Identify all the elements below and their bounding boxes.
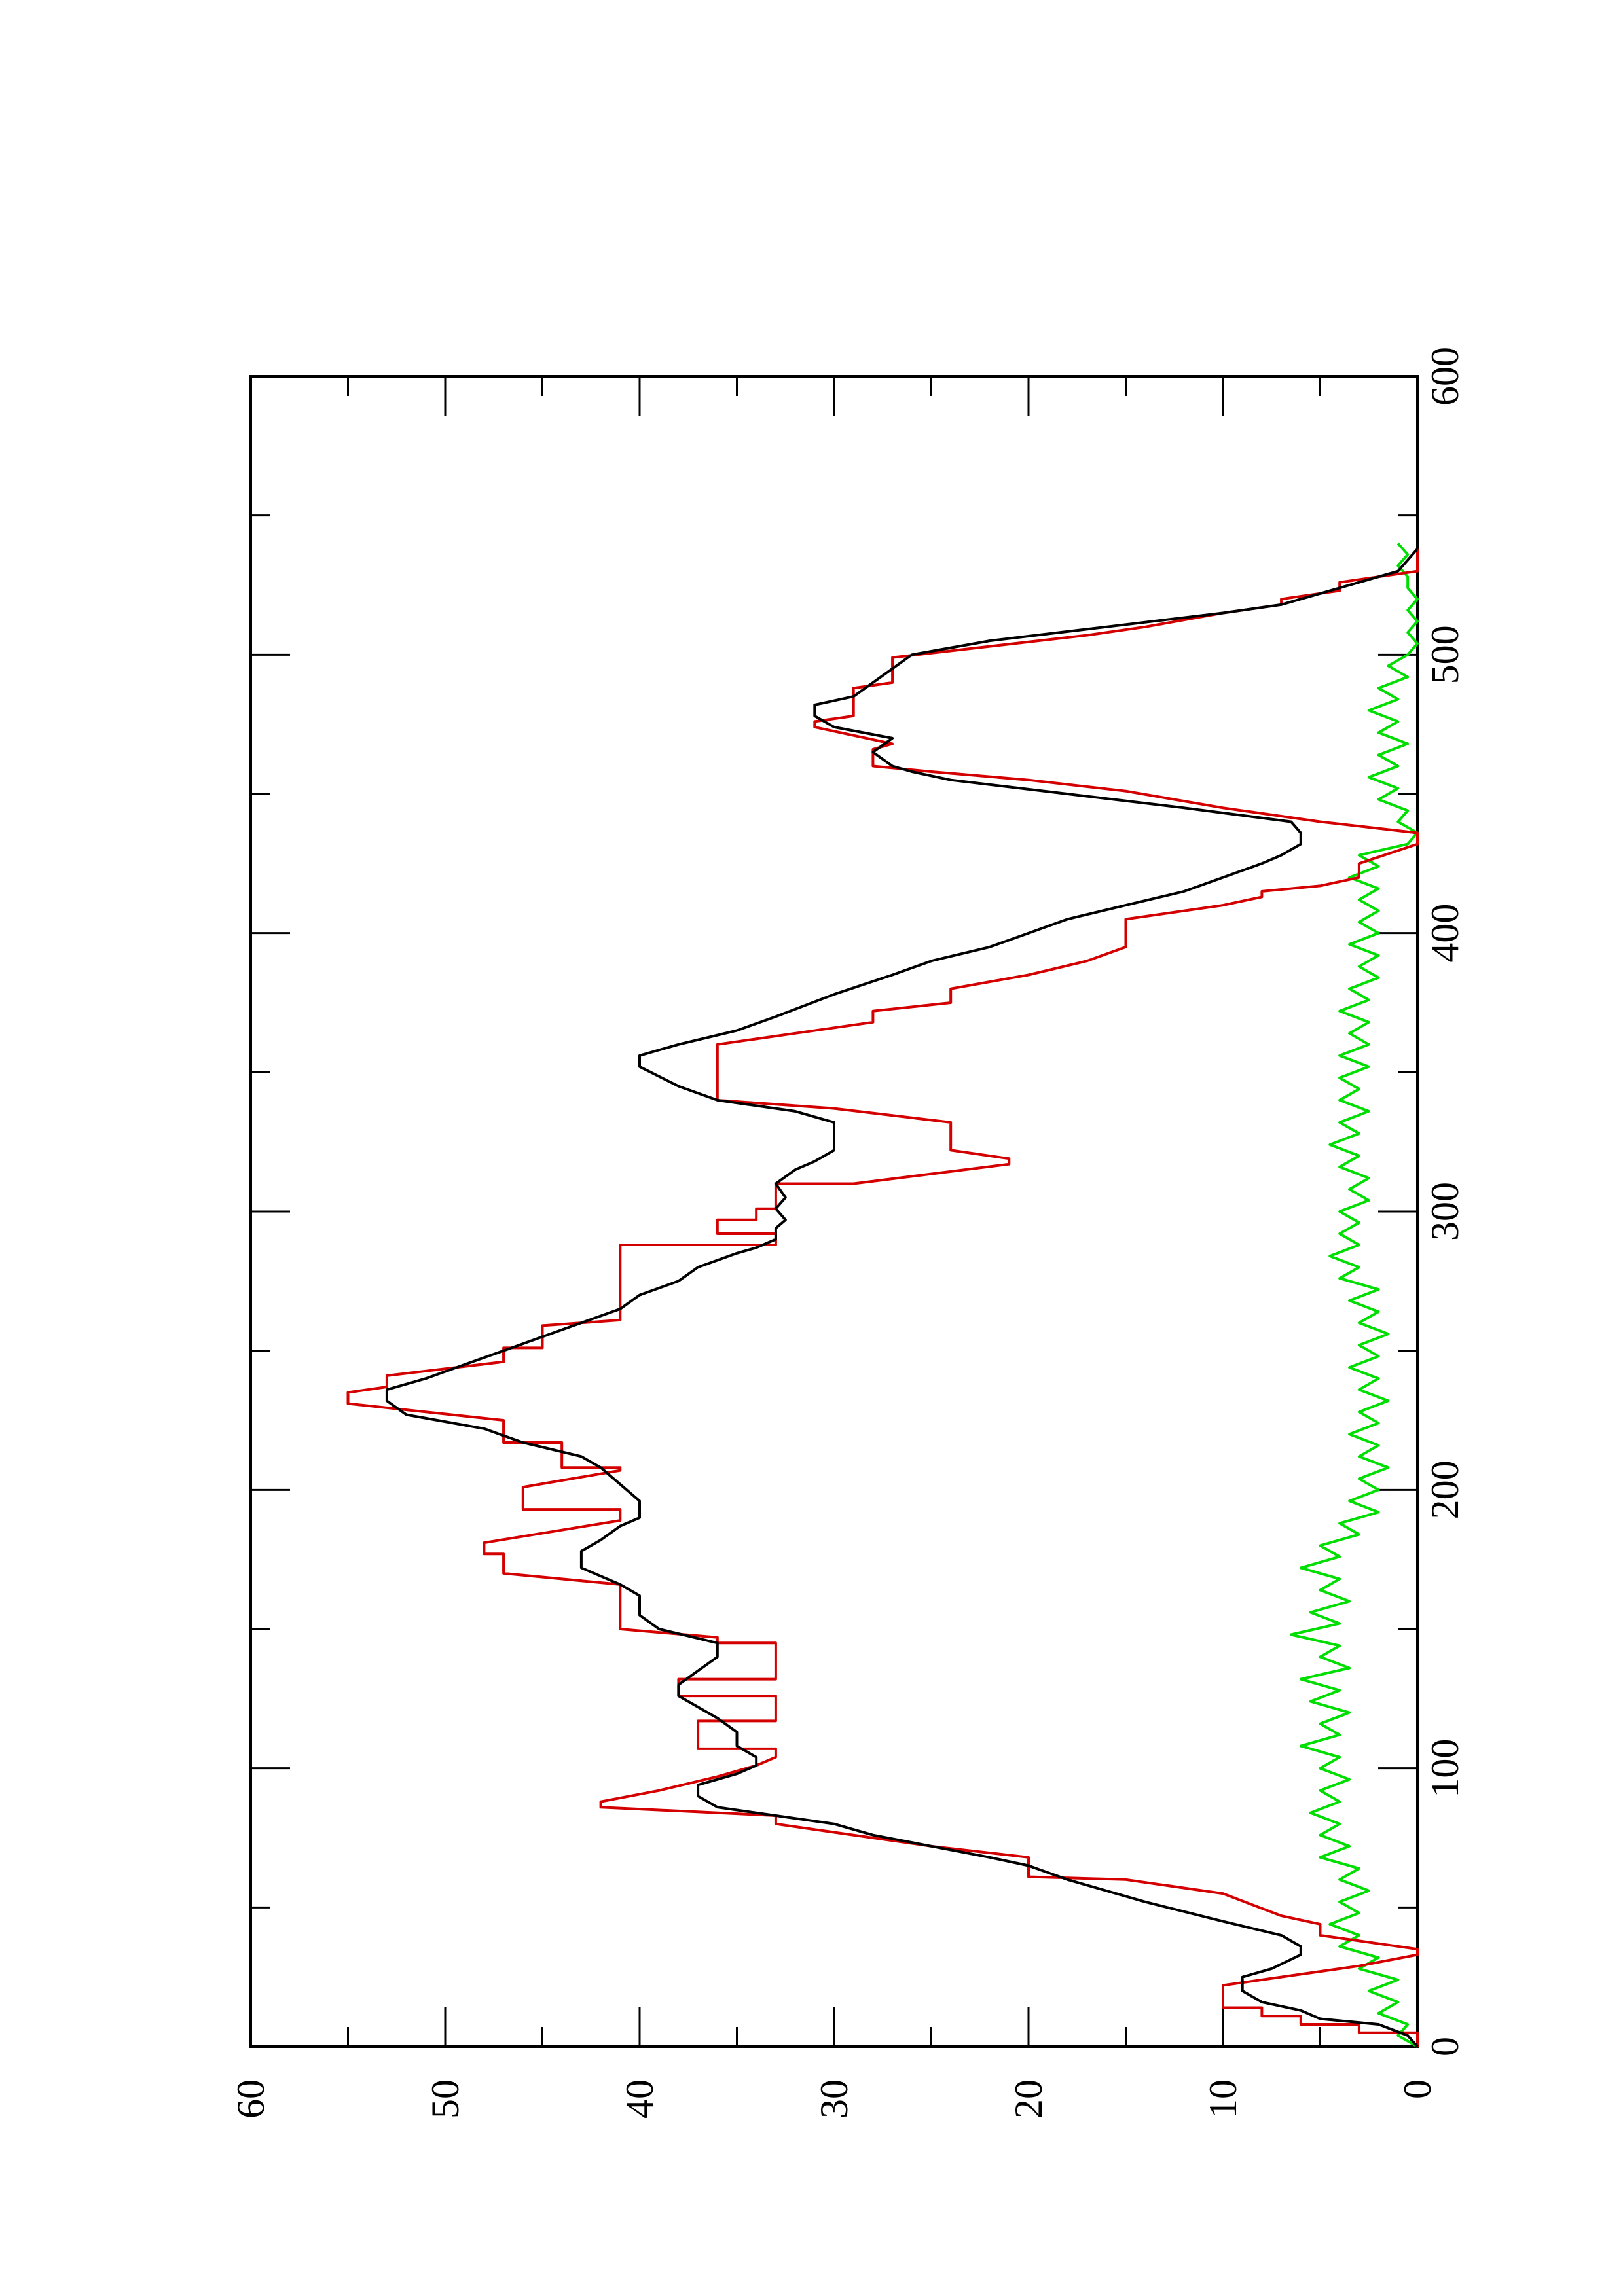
series-line-2 (1290, 542, 1419, 2048)
y-tick-label: 50 (424, 2079, 467, 2119)
axis-ticks (249, 375, 1419, 2048)
y-tick-label: 40 (618, 2079, 661, 2119)
x-tick-label: 400 (1423, 904, 1467, 963)
y-tick-label: 30 (812, 2079, 856, 2119)
y-tick-label: 20 (1007, 2079, 1050, 2119)
x-tick-label: 500 (1423, 625, 1467, 684)
series-line-1 (385, 548, 1419, 2048)
x-tick-label: 300 (1423, 1182, 1467, 1241)
x-tick-label: 100 (1423, 1739, 1467, 1798)
axis-tick-labels: 0 100 200 300 400 500 600 0 10 20 30 40 50 60 (229, 347, 1467, 2119)
series-layer (346, 542, 1419, 2048)
y-tick-label: 10 (1201, 2079, 1245, 2119)
y-tick-label: 0 (1396, 2079, 1439, 2099)
y-tick-label: 60 (229, 2079, 272, 2119)
plot-frame (249, 375, 1419, 2048)
series-line-0 (346, 548, 1419, 2047)
x-tick-label: 200 (1423, 1460, 1467, 1519)
x-tick-label: 600 (1423, 347, 1467, 406)
x-tick-label: 0 (1423, 2037, 1467, 2056)
